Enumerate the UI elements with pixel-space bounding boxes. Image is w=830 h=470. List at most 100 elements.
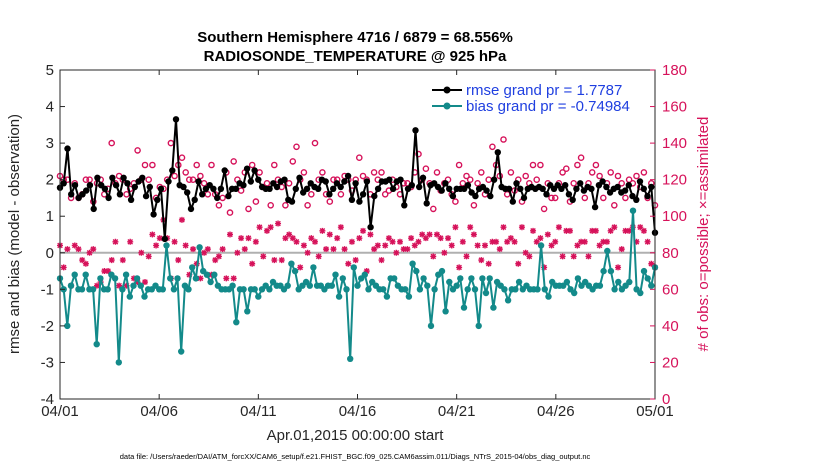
bias-point [365, 286, 372, 293]
y-left-tick-label: 4 [46, 99, 54, 116]
assimilated-obs-marker [600, 238, 607, 245]
assimilated-obs-marker [300, 242, 307, 249]
rmse-point [109, 174, 116, 181]
possible-obs-marker [529, 161, 537, 169]
assimilated-obs-marker [585, 253, 592, 260]
rmse-point [326, 191, 333, 198]
possible-obs-marker [215, 201, 223, 209]
assimilated-obs-marker [445, 235, 452, 242]
possible-obs-marker [378, 169, 385, 176]
rmse-point [416, 183, 423, 191]
possible-obs-marker [570, 179, 578, 187]
bias-point [604, 247, 611, 255]
y-right-tick-label: 100 [662, 208, 687, 225]
rmse-point [621, 187, 629, 194]
legend-rmse-label: rmse grand pr = 1.7787 [466, 82, 622, 99]
bias-point [288, 260, 295, 267]
rmse-point [483, 187, 490, 194]
rmse-point [296, 174, 303, 181]
bias-point [391, 275, 398, 282]
assimilated-obs-marker [252, 238, 259, 245]
plot-area [60, 70, 655, 399]
rmse-point [169, 167, 176, 174]
rmse-point [127, 196, 135, 203]
bias-point [244, 308, 251, 315]
assimilated-obs-marker [356, 235, 363, 242]
bias-point [185, 286, 192, 293]
y-left-tick-label: -1 [41, 281, 54, 298]
possible-obs-marker [245, 205, 252, 213]
rmse-point [191, 196, 198, 203]
rmse-point [247, 178, 254, 185]
y-right-tick-label: 140 [662, 135, 687, 152]
rmse-point [240, 182, 247, 189]
rmse-point [255, 176, 262, 183]
y-right-tick-label: 180 [662, 62, 687, 79]
assimilated-obs-marker [374, 242, 381, 249]
x-tick-label: 04/16 [339, 403, 377, 420]
bias-point [174, 275, 181, 282]
assimilated-obs-marker [256, 224, 263, 231]
assimilated-obs-marker [227, 231, 233, 238]
bias-point [339, 275, 346, 282]
possible-obs-marker [252, 198, 260, 205]
assimilated-obs-marker [119, 257, 126, 264]
rmse-point [438, 187, 445, 194]
bias-point [420, 275, 427, 282]
rmse-point [292, 185, 299, 192]
assimilated-obs-marker [640, 227, 647, 234]
possible-obs-marker [171, 172, 178, 180]
possible-obs-marker [267, 201, 275, 209]
assimilated-obs-marker [275, 220, 282, 227]
possible-obs-marker [189, 176, 197, 183]
bias-point [354, 282, 361, 289]
assimilated-obs-marker [496, 246, 503, 253]
bias-point [78, 286, 86, 293]
assimilated-obs-marker [64, 246, 71, 253]
y-right-tick-label: 20 [662, 354, 679, 371]
bias-point [571, 289, 578, 297]
rmse-point [494, 149, 501, 156]
assimilated-obs-marker [371, 246, 378, 253]
rmse-point [273, 183, 281, 191]
rmse-series [56, 116, 659, 243]
rmse-point [543, 191, 550, 198]
possible-obs-marker [452, 198, 459, 205]
bias-point [163, 242, 170, 249]
assimilated-obs-marker [615, 264, 622, 271]
bias-point [515, 278, 523, 286]
assimilated-obs-marker [522, 249, 529, 256]
bias-point [233, 319, 240, 326]
possible-obs-marker [622, 194, 629, 202]
assimilated-obs-marker [574, 242, 581, 249]
possible-obs-marker [477, 169, 485, 176]
y-left-tick-label: -4 [41, 391, 54, 408]
y-right-axis-ticks: 0 20 40 60 80 100 120 140 160 180 [650, 62, 687, 408]
assimilated-obs-marker [79, 257, 86, 264]
assimilated-obs-marker [544, 231, 551, 238]
assimilated-obs-marker [563, 227, 570, 234]
bias-point [203, 271, 211, 278]
rmse-point [157, 185, 165, 192]
assimilated-obs-marker [485, 260, 492, 267]
bias-point [71, 271, 78, 278]
rmse-point [367, 224, 374, 231]
assimilated-obs-marker [241, 246, 248, 253]
bias-point [383, 293, 391, 300]
assimilated-obs-marker [249, 260, 256, 267]
bias-point [350, 264, 357, 271]
rmse-point [120, 174, 127, 181]
possible-obs-marker [633, 172, 640, 180]
possible-obs-marker [463, 172, 470, 180]
assimilated-obs-marker [352, 257, 359, 264]
bias-point [196, 244, 203, 251]
assimilated-obs-marker [175, 257, 182, 264]
possible-obs-marker [640, 169, 648, 176]
assimilated-obs-marker [101, 268, 108, 275]
bias-point [141, 293, 148, 300]
assimilated-obs-marker [482, 242, 488, 249]
rmse-point [266, 185, 273, 192]
rmse-point [232, 185, 240, 192]
possible-obs-marker [230, 158, 237, 165]
assimilated-obs-marker [400, 246, 407, 253]
